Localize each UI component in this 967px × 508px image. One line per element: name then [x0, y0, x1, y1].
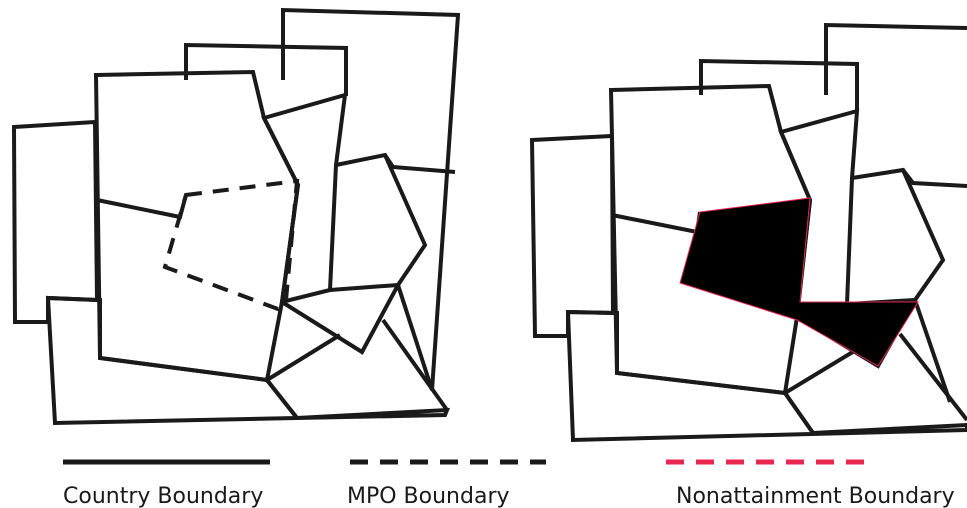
- county-outline: [280, 152, 428, 355]
- county-outline: [396, 284, 434, 391]
- left-map: [11, 7, 461, 426]
- county-outline: [611, 211, 702, 235]
- nonattainment-boundary-label: Nonattainment Boundary: [676, 484, 955, 508]
- county-outline: [184, 42, 348, 96]
- county-outline: [45, 295, 451, 426]
- mpo-boundary-label: MPO Boundary: [347, 484, 510, 508]
- county-outline: [783, 348, 858, 395]
- county-outline: [824, 22, 967, 95]
- county-outline: [529, 133, 616, 338]
- county-outline: [381, 318, 449, 412]
- legend: Country Boundary MPO Boundary Nonattainm…: [63, 459, 955, 508]
- county-outline: [898, 332, 967, 422]
- nonattainment-boundary: [679, 197, 919, 367]
- county-outline: [699, 58, 859, 111]
- county-outline: [11, 119, 100, 324]
- county-outline: [913, 299, 952, 403]
- county-outline: [329, 283, 399, 292]
- county-outline: [565, 309, 967, 443]
- nonattainment-outline: [679, 197, 919, 367]
- county-outline: [261, 92, 348, 305]
- county-outline: [96, 194, 188, 220]
- right-map: [529, 22, 967, 443]
- county-outline: [901, 168, 967, 188]
- mpo-boundary: [162, 178, 300, 312]
- left-map-county-boundaries: [11, 7, 461, 426]
- county-outline: [383, 153, 456, 174]
- country-boundary-label: Country Boundary: [63, 484, 263, 508]
- county-outline: [265, 333, 342, 382]
